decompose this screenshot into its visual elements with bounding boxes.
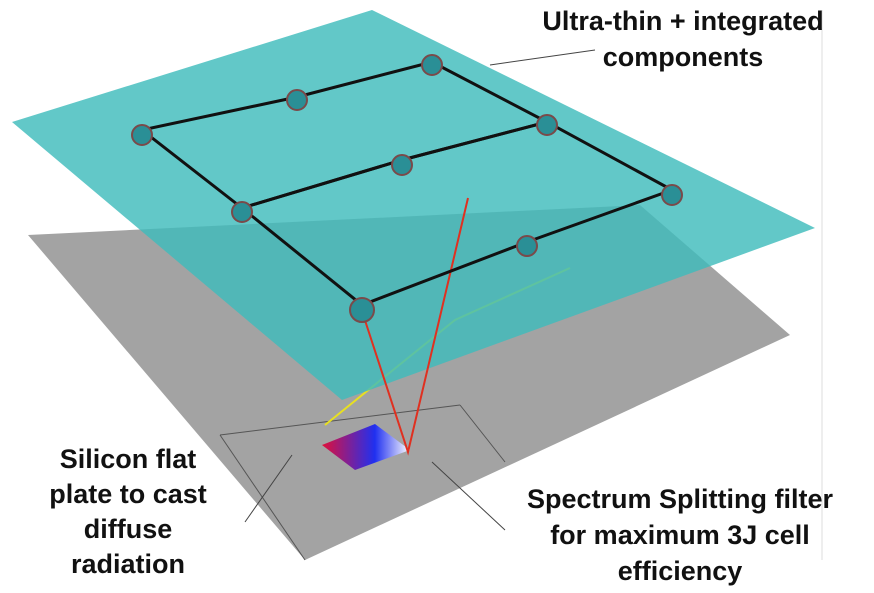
- label-line: components: [603, 42, 764, 72]
- label-line: for maximum 3J cell: [550, 520, 810, 550]
- node: [517, 236, 537, 256]
- node: [537, 115, 557, 135]
- node: [350, 298, 374, 322]
- node: [287, 90, 307, 110]
- label-line: Silicon flat: [60, 444, 197, 474]
- label-line: plate to cast: [49, 479, 207, 509]
- leader: [490, 50, 595, 65]
- node: [422, 55, 442, 75]
- node: [232, 202, 252, 222]
- node: [132, 125, 152, 145]
- label-line: efficiency: [618, 556, 743, 586]
- label-line: diffuse: [84, 514, 173, 544]
- label-line: radiation: [71, 549, 185, 579]
- node: [662, 185, 682, 205]
- label-line: Ultra-thin + integrated: [542, 6, 823, 36]
- diagram: Ultra-thin + integrated components Silicon…: [0, 0, 874, 593]
- label-line: Spectrum Splitting filter: [527, 484, 834, 514]
- node: [392, 155, 412, 175]
